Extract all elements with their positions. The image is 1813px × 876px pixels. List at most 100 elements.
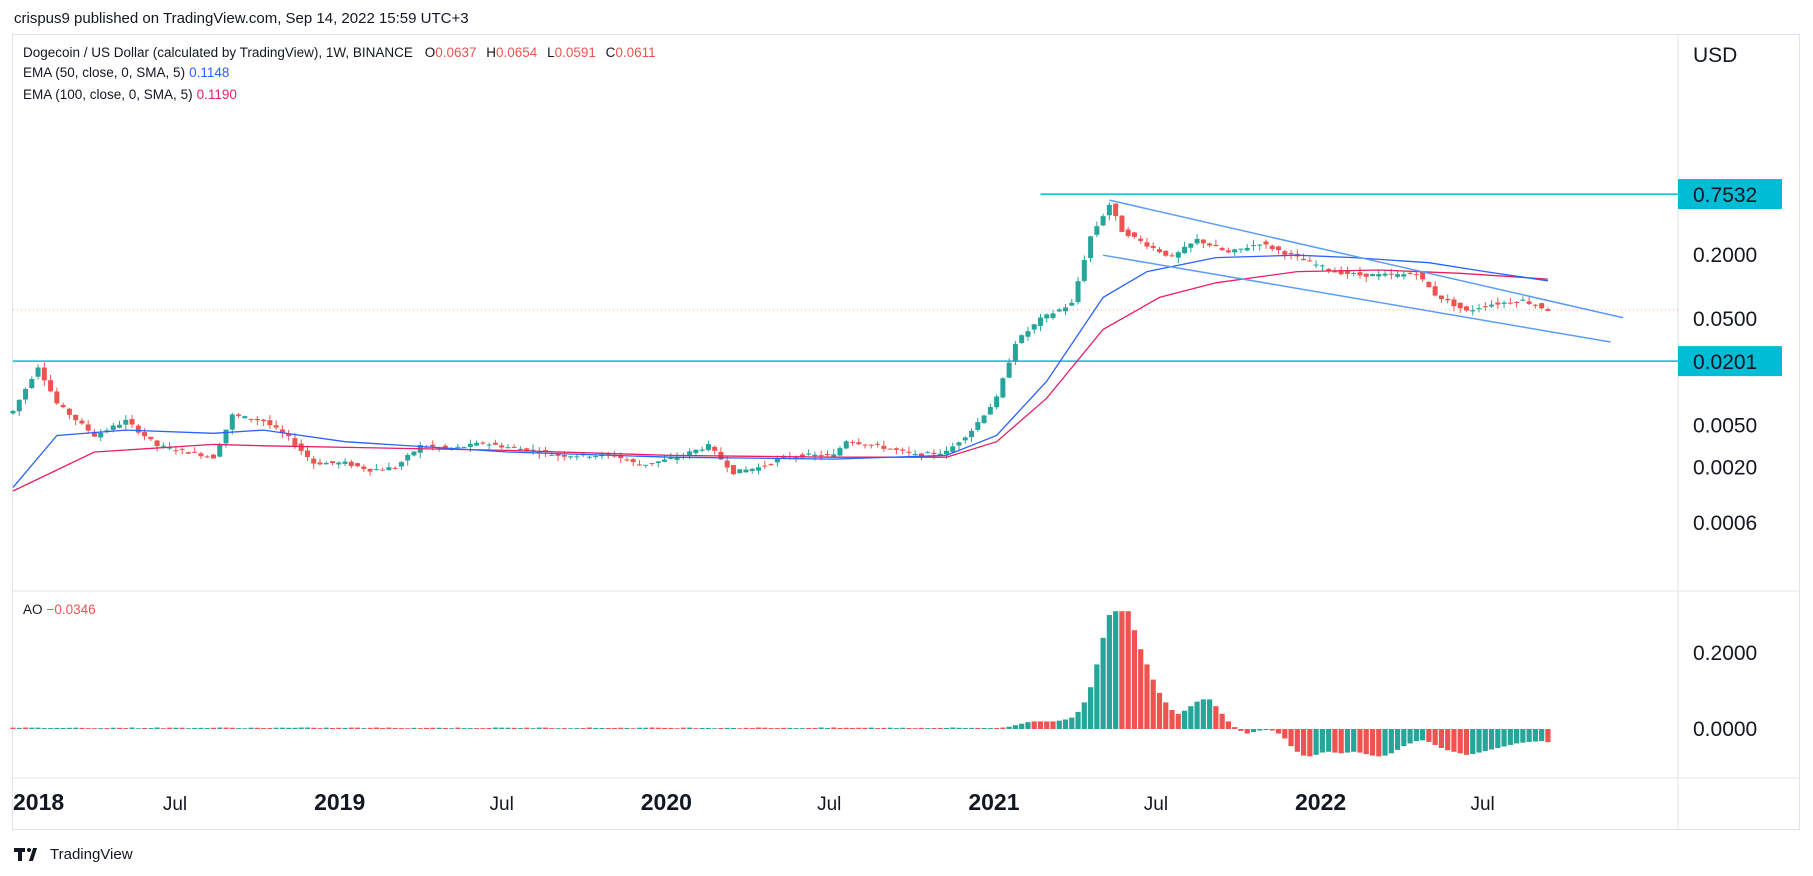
candle-body[interactable] <box>129 419 135 425</box>
ao-bar[interactable] <box>1131 630 1138 729</box>
ao-bar[interactable] <box>1520 729 1526 743</box>
ao-bar[interactable] <box>1232 727 1238 729</box>
ao-bar[interactable] <box>1113 611 1119 729</box>
ao-bar[interactable] <box>1382 729 1388 756</box>
candle-body[interactable] <box>1250 245 1256 247</box>
candle-body[interactable] <box>906 451 912 453</box>
candle-body[interactable] <box>48 380 54 392</box>
candle-body[interactable] <box>724 460 730 468</box>
ao-bar[interactable] <box>1539 729 1545 742</box>
candle-body[interactable] <box>743 469 749 473</box>
candle-body[interactable] <box>279 429 285 433</box>
ao-bar[interactable] <box>1332 729 1338 753</box>
candle-body[interactable] <box>756 467 762 471</box>
candle-body[interactable] <box>824 454 830 456</box>
candle-body[interactable] <box>918 453 924 457</box>
candle-body[interactable] <box>499 445 505 448</box>
candle-body[interactable] <box>774 458 780 463</box>
candle-body[interactable] <box>1451 299 1457 307</box>
candle-body[interactable] <box>104 430 110 432</box>
candle-body[interactable] <box>649 463 655 465</box>
candle-body[interactable] <box>881 445 887 449</box>
ao-bar[interactable] <box>1344 729 1351 753</box>
candle-body[interactable] <box>1539 303 1545 309</box>
candle-body[interactable] <box>618 454 624 459</box>
candle-body[interactable] <box>1063 307 1069 312</box>
candle-body[interactable] <box>1319 265 1325 267</box>
ao-bar[interactable] <box>1507 729 1513 745</box>
candle-body[interactable] <box>254 418 260 421</box>
candle-body[interactable] <box>630 459 636 463</box>
candle-body[interactable] <box>687 451 693 457</box>
candle-body[interactable] <box>1357 272 1363 276</box>
candle-body[interactable] <box>1282 251 1288 255</box>
candle-body[interactable] <box>593 456 599 458</box>
candle-body[interactable] <box>273 425 279 428</box>
candle-body[interactable] <box>1037 317 1043 326</box>
candle-body[interactable] <box>950 446 956 453</box>
candle-body[interactable] <box>1200 239 1206 244</box>
ao-bar[interactable] <box>1307 729 1313 757</box>
candle-body[interactable] <box>1288 253 1294 255</box>
ao-bar[interactable] <box>1514 729 1520 744</box>
candle-body[interactable] <box>1012 344 1018 362</box>
ao-bar[interactable] <box>1451 729 1457 752</box>
candle-body[interactable] <box>304 450 310 458</box>
candle-body[interactable] <box>1106 204 1112 216</box>
candle-body[interactable] <box>1000 378 1006 398</box>
candle-body[interactable] <box>286 433 292 437</box>
candle-body[interactable] <box>875 443 881 445</box>
ao-bar[interactable] <box>1106 615 1112 729</box>
candle-body[interactable] <box>674 457 680 460</box>
ao-bar[interactable] <box>1175 713 1181 729</box>
candle-body[interactable] <box>411 451 417 456</box>
candle-body[interactable] <box>987 406 993 415</box>
candle-body[interactable] <box>712 446 718 451</box>
ao-bar[interactable] <box>1069 717 1075 729</box>
candle-body[interactable] <box>1501 302 1507 304</box>
candle-body[interactable] <box>1363 273 1369 277</box>
ao-bar[interactable] <box>1438 729 1445 748</box>
candle-body[interactable] <box>23 388 29 400</box>
ao-bar[interactable] <box>1482 729 1488 752</box>
candle-body[interactable] <box>1031 324 1037 330</box>
candle-body[interactable] <box>198 453 204 457</box>
candle-body[interactable] <box>85 424 91 431</box>
candle-body[interactable] <box>492 442 498 445</box>
candle-body[interactable] <box>1044 314 1050 319</box>
candle-body[interactable] <box>511 446 517 448</box>
candle-body[interactable] <box>1307 260 1313 262</box>
candle-body[interactable] <box>405 455 411 461</box>
candle-body[interactable] <box>762 465 768 467</box>
candle-body[interactable] <box>843 441 849 449</box>
ao-bar[interactable] <box>1062 719 1069 730</box>
candle-body[interactable] <box>900 449 906 451</box>
candle-body[interactable] <box>994 396 1000 408</box>
ema50-line[interactable] <box>12 254 1548 488</box>
candle-body[interactable] <box>1507 302 1513 304</box>
ao-bar[interactable] <box>1087 687 1094 729</box>
candle-body[interactable] <box>210 454 216 459</box>
ao-bar[interactable] <box>1420 729 1426 741</box>
ao-bar[interactable] <box>1407 729 1413 744</box>
lower-trendline[interactable] <box>1102 254 1611 343</box>
candle-body[interactable] <box>29 378 35 388</box>
candle-body[interactable] <box>1401 274 1407 277</box>
candle-body[interactable] <box>749 468 755 471</box>
candle-body[interactable] <box>705 444 711 451</box>
candle-body[interactable] <box>969 430 975 438</box>
candle-body[interactable] <box>887 448 893 450</box>
candle-body[interactable] <box>574 456 580 458</box>
candle-body[interactable] <box>54 391 60 404</box>
ao-bar[interactable] <box>1144 664 1150 729</box>
candle-body[interactable] <box>261 419 267 422</box>
candle-body[interactable] <box>1069 302 1075 306</box>
ao-bar[interactable] <box>1050 721 1056 729</box>
candle-body[interactable] <box>323 462 329 465</box>
ao-bar[interactable] <box>1300 729 1307 756</box>
ao-bar[interactable] <box>1244 729 1250 734</box>
ao-bar[interactable] <box>1012 725 1018 729</box>
candle-body[interactable] <box>1344 270 1350 274</box>
candle-body[interactable] <box>912 454 918 456</box>
candle-body[interactable] <box>937 453 943 456</box>
